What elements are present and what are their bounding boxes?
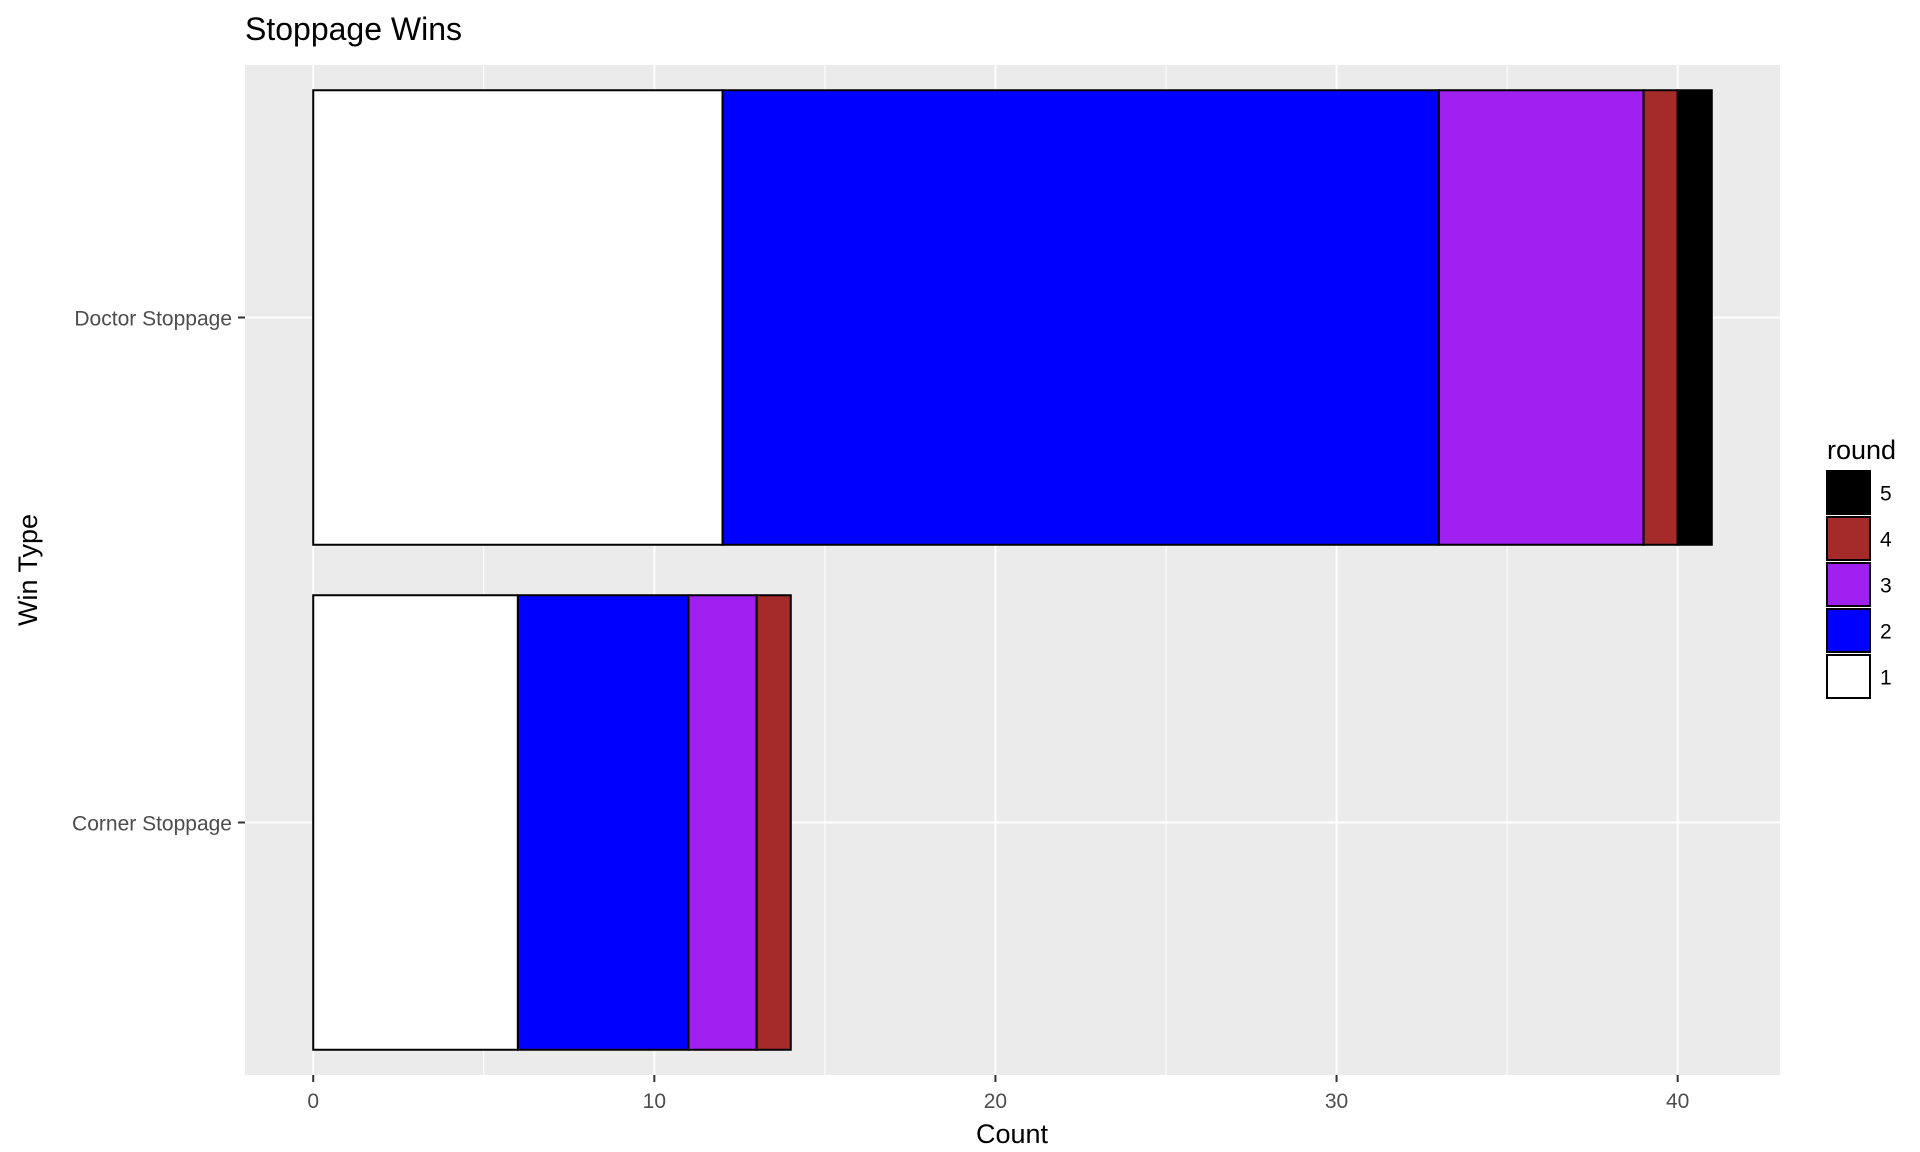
legend: round 5 4 3 2 1 — [1826, 435, 1896, 699]
bar-segment-round-5 — [1676, 89, 1713, 546]
x-tick-label: 30 — [1325, 1090, 1348, 1113]
legend-label: 1 — [1880, 667, 1892, 690]
x-tick-label: 10 — [643, 1090, 666, 1113]
x-axis-title: Count — [976, 1119, 1049, 1149]
legend-label: 2 — [1880, 621, 1892, 644]
bar-segment-round-3 — [1437, 89, 1645, 546]
x-tick-label: 0 — [307, 1090, 319, 1113]
chart-title: Stoppage Wins — [245, 11, 462, 47]
legend-title: round — [1827, 435, 1896, 465]
x-tick-label: 40 — [1666, 1090, 1689, 1113]
legend-label: 4 — [1880, 529, 1892, 552]
bar-segment-round-2 — [516, 594, 690, 1051]
legend-key-round-4 — [1826, 516, 1871, 561]
bar-segment-round-1 — [312, 594, 519, 1051]
y-tick-label: Doctor Stoppage — [74, 308, 232, 331]
legend-key-round-1 — [1826, 654, 1871, 699]
legend-key-round-3 — [1826, 562, 1871, 607]
legend-key-round-2 — [1826, 608, 1871, 653]
legend-label: 3 — [1880, 575, 1892, 598]
bar-segment-round-1 — [312, 89, 724, 546]
bar-segment-round-4 — [755, 594, 792, 1051]
bar-segment-round-2 — [721, 89, 1440, 546]
y-tick-label: Corner Stoppage — [72, 813, 232, 836]
y-axis-title: Win Type — [13, 514, 43, 626]
bar-segment-round-3 — [687, 594, 758, 1051]
x-tick-label: 20 — [984, 1090, 1007, 1113]
axes: 0 10 20 30 40 Doctor Stoppage Corner Stoppage — [72, 308, 1689, 1114]
bars — [312, 89, 1713, 1051]
bar-segment-round-4 — [1642, 89, 1679, 546]
legend-key-round-5 — [1826, 470, 1871, 515]
legend-label: 5 — [1880, 483, 1892, 506]
